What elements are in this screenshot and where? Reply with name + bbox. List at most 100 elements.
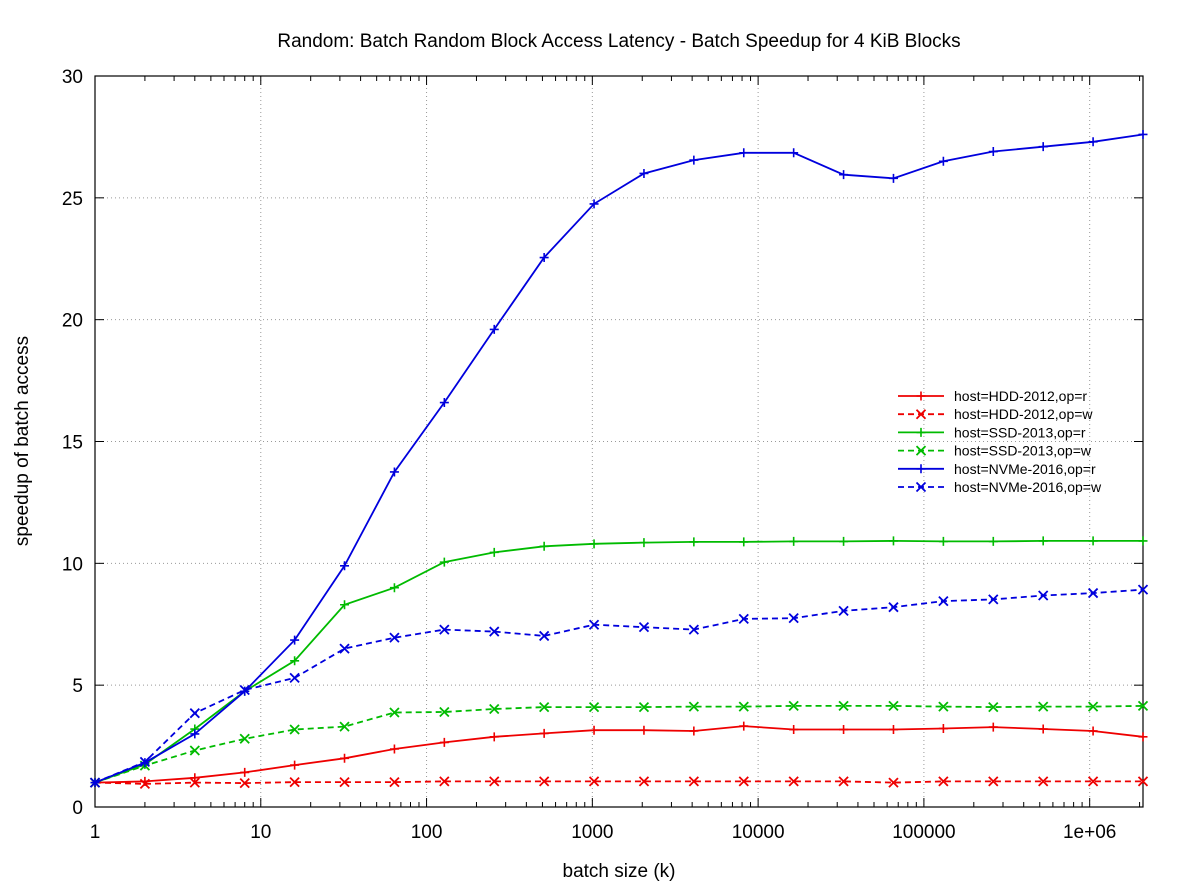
series-host=NVMe-2016,op=w bbox=[89, 584, 1149, 788]
data-point-plus bbox=[190, 729, 200, 739]
data-point-plus bbox=[839, 725, 849, 735]
data-point-x bbox=[89, 777, 101, 788]
x-tick-label: 10 bbox=[250, 822, 271, 843]
legend: host=HDD-2012,op=r host=HDD-2012,op=w host… bbox=[898, 388, 1102, 495]
data-point-plus bbox=[489, 732, 499, 742]
data-point-plus bbox=[340, 600, 350, 610]
data-point-x bbox=[1087, 701, 1099, 712]
data-point-plus bbox=[916, 391, 926, 401]
data-point-plus bbox=[340, 561, 350, 571]
data-point-x bbox=[838, 776, 849, 787]
y-tick-label: 25 bbox=[62, 189, 83, 210]
data-point-x bbox=[988, 594, 999, 605]
series-host=SSD-2013,op=r bbox=[90, 536, 1148, 788]
data-point-x bbox=[239, 684, 250, 696]
data-point-plus bbox=[689, 726, 699, 736]
legend-label: host=HDD-2012,op=w bbox=[954, 406, 1093, 422]
data-point-x bbox=[1137, 584, 1149, 595]
data-point-x bbox=[915, 481, 927, 493]
data-point-plus bbox=[290, 656, 300, 666]
y-tick-label: 10 bbox=[62, 554, 83, 575]
data-point-plus bbox=[639, 168, 649, 178]
series-host=NVMe-2016,op=r bbox=[90, 129, 1148, 788]
data-point-x bbox=[1038, 590, 1049, 601]
data-point-x bbox=[489, 776, 500, 787]
data-point-x bbox=[915, 409, 927, 420]
data-point-x bbox=[888, 777, 899, 788]
y-tick-label: 15 bbox=[62, 433, 83, 454]
data-point-x bbox=[289, 777, 300, 788]
series-line bbox=[94, 133, 1144, 784]
data-point-plus bbox=[539, 541, 549, 551]
y-axis-label: speedup of batch access bbox=[12, 336, 33, 546]
data-point-plus bbox=[439, 398, 449, 408]
data-point-plus bbox=[938, 724, 948, 734]
legend-label: host=SSD-2013,op=r bbox=[954, 424, 1086, 440]
data-point-x bbox=[239, 777, 250, 789]
chart-title: Random: Batch Random Block Access Latenc… bbox=[277, 31, 960, 52]
data-point-x bbox=[888, 700, 899, 712]
data-point-plus bbox=[888, 725, 898, 735]
grid bbox=[95, 76, 1143, 807]
data-point-plus bbox=[988, 722, 998, 732]
x-tick-label: 100000 bbox=[892, 822, 955, 843]
data-point-plus bbox=[539, 253, 549, 263]
y-tick-label: 20 bbox=[62, 311, 83, 332]
data-point-plus bbox=[888, 536, 898, 546]
data-point-x bbox=[638, 622, 650, 633]
data-point-plus bbox=[888, 173, 898, 183]
data-point-x bbox=[838, 605, 849, 616]
y-tick-label: 5 bbox=[72, 676, 83, 697]
data-point-x bbox=[688, 701, 699, 712]
data-point-x bbox=[489, 626, 500, 637]
data-point-x bbox=[938, 595, 949, 607]
legend-label: host=HDD-2012,op=r bbox=[954, 388, 1087, 404]
data-point-x bbox=[389, 707, 400, 718]
data-point-x bbox=[439, 706, 450, 718]
data-point-x bbox=[838, 700, 849, 712]
data-point-x bbox=[539, 701, 550, 713]
data-point-plus bbox=[1138, 536, 1148, 546]
data-point-x bbox=[1038, 776, 1049, 787]
data-point-plus bbox=[439, 737, 449, 747]
x-tick-label: 1e+06 bbox=[1063, 822, 1116, 843]
data-point-plus bbox=[489, 324, 499, 334]
data-point-plus bbox=[739, 537, 749, 547]
legend-item: host=HDD-2012,op=w bbox=[898, 406, 1093, 422]
data-point-plus bbox=[589, 725, 599, 735]
data-point-plus bbox=[439, 557, 449, 567]
data-point-x bbox=[339, 721, 350, 732]
data-point-plus bbox=[489, 547, 499, 557]
data-point-x bbox=[688, 776, 699, 787]
data-point-plus bbox=[789, 725, 799, 735]
legend-item: host=SSD-2013,op=r bbox=[898, 424, 1086, 440]
data-point-x bbox=[588, 701, 600, 713]
data-point-x bbox=[1137, 776, 1149, 787]
series-line bbox=[94, 539, 1143, 784]
axes: 0 5 10 15 20 25 30 1 10 100 1000 10000 100000 1e+06 bbox=[62, 67, 1144, 843]
data-point-plus bbox=[789, 148, 799, 158]
data-point-plus bbox=[290, 760, 300, 770]
series-group bbox=[89, 129, 1149, 789]
data-point-plus bbox=[689, 155, 699, 165]
data-point-x bbox=[439, 776, 450, 787]
series-line bbox=[94, 588, 1144, 784]
data-point-plus bbox=[1088, 137, 1098, 147]
data-point-x bbox=[988, 776, 999, 787]
data-point-plus bbox=[1088, 536, 1098, 546]
data-point-plus bbox=[639, 725, 649, 735]
legend-item: host=NVMe-2016,op=w bbox=[898, 479, 1102, 495]
data-point-x bbox=[189, 708, 200, 719]
data-point-plus bbox=[1038, 142, 1048, 152]
data-point-x bbox=[915, 445, 927, 456]
data-point-plus bbox=[389, 744, 399, 754]
data-point-x bbox=[1087, 776, 1099, 787]
x-tick-label: 100 bbox=[411, 822, 443, 843]
data-point-x bbox=[788, 700, 799, 712]
legend-label: host=SSD-2013,op=w bbox=[954, 443, 1092, 459]
data-point-plus bbox=[190, 773, 200, 783]
legend-label: host=NVMe-2016,op=w bbox=[954, 479, 1102, 495]
data-point-x bbox=[139, 756, 151, 768]
